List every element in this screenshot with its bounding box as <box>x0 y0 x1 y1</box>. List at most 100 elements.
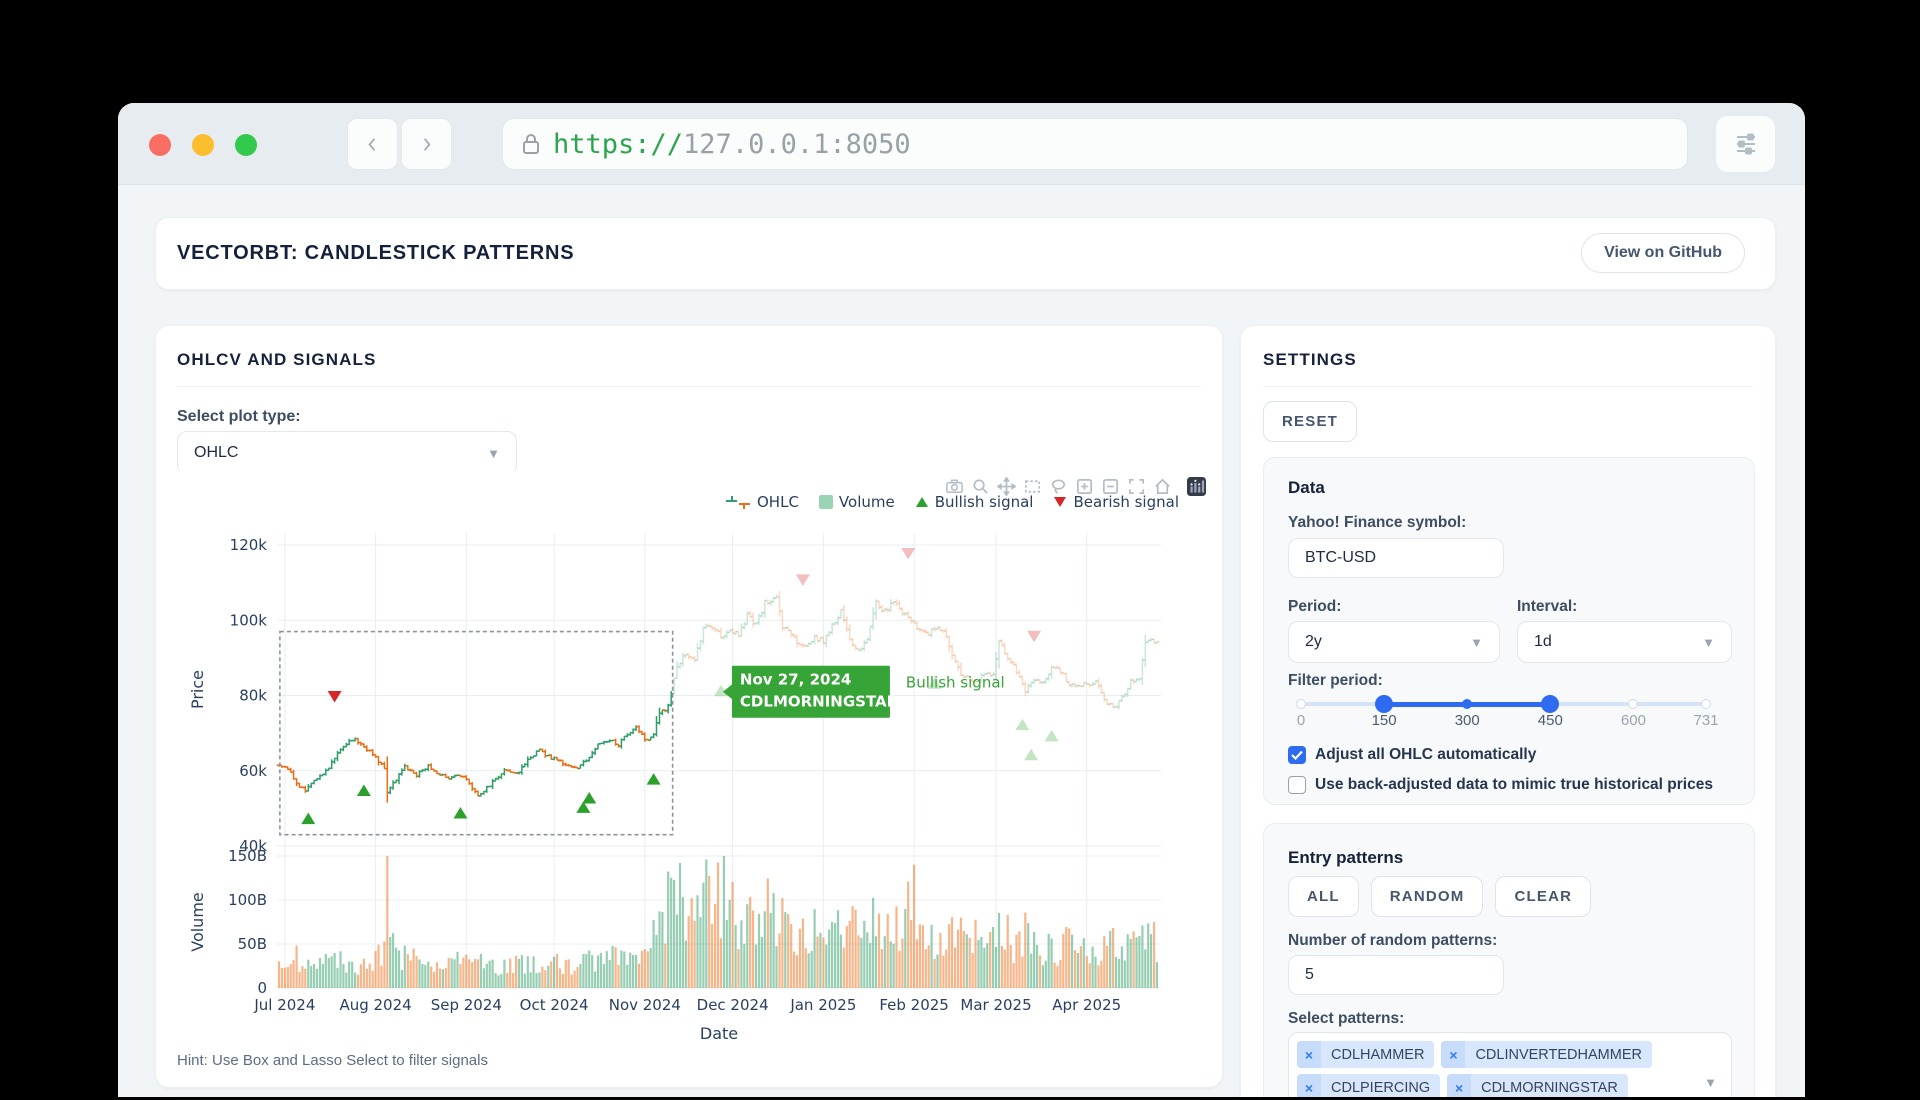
data-panel: Data Yahoo! Finance symbol: BTC-USD Peri… <box>1263 457 1755 805</box>
zoom-in-icon[interactable] <box>1075 477 1094 496</box>
zoom-icon[interactable] <box>971 477 990 496</box>
header-card: VECTORBT: CANDLESTICK PATTERNS View on G… <box>155 217 1776 290</box>
autoscale-icon[interactable] <box>1127 477 1146 496</box>
period-value: 2y <box>1305 633 1322 650</box>
remove-pattern-icon[interactable]: × <box>1447 1074 1472 1097</box>
random-patterns-input[interactable]: 5 <box>1288 955 1504 995</box>
data-panel-title: Data <box>1288 478 1325 497</box>
slider-mark-label: 731 <box>1693 712 1719 729</box>
svg-text:Aug 2024: Aug 2024 <box>339 996 411 1014</box>
view-on-github-button[interactable]: View on GitHub <box>1581 233 1745 273</box>
chevron-left-icon <box>368 137 376 151</box>
svg-text:Dec 2024: Dec 2024 <box>697 996 769 1014</box>
ohlcv-card-title: OHLCV AND SIGNALS <box>177 350 377 369</box>
slider-handle[interactable] <box>1375 695 1394 713</box>
period-dropdown[interactable]: 2y ▼ <box>1288 621 1500 663</box>
chevron-right-icon <box>423 137 431 151</box>
legend-item-bearish[interactable]: Bearish signal <box>1053 493 1179 511</box>
svg-text:Sep 2024: Sep 2024 <box>431 996 502 1014</box>
ohlc-volume-chart[interactable]: Nov 27, 2024 CDLMORNINGSTAR Bullish sign… <box>177 471 1206 1046</box>
svg-text:100B: 100B <box>228 891 267 909</box>
lasso-select-icon[interactable] <box>1049 477 1068 496</box>
lock-icon <box>523 134 539 154</box>
chevron-down-icon[interactable]: ▼ <box>1704 1075 1717 1090</box>
plot-type-value: OHLC <box>194 444 239 461</box>
filter-period-slider[interactable]: 0 150 300 450 600 731 <box>1288 695 1732 740</box>
remove-pattern-icon[interactable]: × <box>1441 1041 1466 1068</box>
svg-text:Mar 2025: Mar 2025 <box>960 996 1031 1014</box>
legend-item-volume[interactable]: Volume <box>818 493 895 511</box>
pattern-chip-list: × CDLHAMMER × CDLINVERTEDHAMMER × CDLPIERCING… <box>1297 1041 1695 1097</box>
pattern-chip[interactable]: × CDLPIERCING <box>1297 1074 1441 1097</box>
period-label: Period: <box>1288 598 1342 615</box>
back-adjusted-checkbox-row[interactable]: Use back-adjusted data to mimic true his… <box>1288 776 1713 794</box>
plot-type-dropdown[interactable]: OHLC ▼ <box>177 431 517 475</box>
clear-button[interactable]: CLEAR <box>1495 876 1592 917</box>
camera-icon[interactable] <box>945 477 964 496</box>
box-select-icon[interactable] <box>1023 477 1042 496</box>
symbol-value: BTC-USD <box>1305 549 1377 566</box>
checkbox-unchecked[interactable] <box>1288 776 1306 794</box>
minimize-window-button[interactable] <box>192 134 214 156</box>
all-button[interactable]: ALL <box>1288 876 1359 917</box>
maximize-window-button[interactable] <box>235 134 257 156</box>
svg-text:150B: 150B <box>228 847 267 865</box>
svg-text:120k: 120k <box>230 536 268 554</box>
app-page: VECTORBT: CANDLESTICK PATTERNS View on G… <box>118 185 1805 1097</box>
checkbox-label: Use back-adjusted data to mimic true his… <box>1315 776 1713 793</box>
interval-dropdown[interactable]: 1d ▼ <box>1517 621 1732 663</box>
slider-mark-dot[interactable] <box>1296 699 1306 709</box>
address-bar[interactable]: https://127.0.0.1:8050 <box>502 118 1688 170</box>
svg-text:Date: Date <box>700 1024 738 1043</box>
random-patterns-label: Number of random patterns: <box>1288 932 1498 949</box>
select-patterns-label: Select patterns: <box>1288 1010 1405 1027</box>
pattern-chip[interactable]: × CDLMORNINGSTAR <box>1447 1074 1628 1097</box>
pattern-chip[interactable]: × CDLHAMMER <box>1297 1041 1435 1068</box>
interval-label: Interval: <box>1517 598 1578 615</box>
checkbox-checked[interactable] <box>1288 746 1306 764</box>
pan-icon[interactable] <box>997 477 1016 496</box>
svg-text:100k: 100k <box>230 611 268 629</box>
forward-button[interactable] <box>401 118 452 170</box>
remove-pattern-icon[interactable]: × <box>1297 1041 1321 1068</box>
legend-label: Bullish signal <box>934 493 1034 511</box>
slider-mark-dot[interactable] <box>1701 699 1711 709</box>
tune-sliders-icon <box>1736 133 1755 155</box>
svg-text:Jul 2024: Jul 2024 <box>253 996 315 1014</box>
svg-text:CDLMORNINGSTAR: CDLMORNINGSTAR <box>740 693 899 711</box>
plot-type-label: Select plot type: <box>177 408 301 425</box>
reset-home-icon[interactable] <box>1153 477 1172 496</box>
back-button[interactable] <box>347 118 398 170</box>
symbol-input[interactable]: BTC-USD <box>1288 538 1504 578</box>
triangle-down-icon <box>1054 497 1067 507</box>
slider-handle[interactable] <box>1541 695 1560 713</box>
chevron-down-icon: ▼ <box>1470 634 1483 650</box>
chevron-down-icon: ▼ <box>1702 634 1715 650</box>
pattern-multiselect[interactable]: × CDLHAMMER × CDLINVERTEDHAMMER × CDLPIERCING… <box>1288 1032 1732 1097</box>
chart-area[interactable]: OHLC Volume Bullish signal Bearish signa… <box>177 471 1206 1046</box>
ohlcv-card: OHLCV AND SIGNALS Select plot type: OHLC… <box>155 325 1223 1088</box>
svg-text:Bullish signal: Bullish signal <box>906 674 1005 692</box>
slider-mark-dot[interactable] <box>1628 699 1639 709</box>
random-button[interactable]: RANDOM <box>1370 876 1484 917</box>
legend-label: OHLC <box>757 493 799 511</box>
slider-mark-dot[interactable] <box>1462 699 1473 709</box>
pattern-chip[interactable]: × CDLINVERTEDHAMMER <box>1441 1041 1652 1068</box>
slider-mark-label: 150 <box>1371 712 1397 729</box>
chart-legend: OHLC Volume Bullish signal Bearish signa… <box>725 493 1179 511</box>
slider-mark-label: 300 <box>1454 712 1480 729</box>
zoom-out-icon[interactable] <box>1101 477 1120 496</box>
plotly-modebar <box>945 477 1206 496</box>
app-title: VECTORBT: CANDLESTICK PATTERNS <box>177 242 575 264</box>
legend-item-ohlc[interactable]: OHLC <box>725 493 799 511</box>
reset-button[interactable]: RESET <box>1263 401 1358 442</box>
adjust-ohlc-checkbox-row[interactable]: Adjust all OHLC automatically <box>1288 746 1536 764</box>
legend-item-bullish[interactable]: Bullish signal <box>915 493 1034 511</box>
plotly-logo[interactable] <box>1187 477 1206 496</box>
browser-settings-button[interactable] <box>1716 116 1775 172</box>
url-scheme: https:// <box>553 128 684 160</box>
pattern-chip-label: CDLHAMMER <box>1331 1046 1425 1063</box>
remove-pattern-icon[interactable]: × <box>1297 1074 1321 1097</box>
close-window-button[interactable] <box>149 134 171 156</box>
entry-patterns-title: Entry patterns <box>1288 848 1404 867</box>
